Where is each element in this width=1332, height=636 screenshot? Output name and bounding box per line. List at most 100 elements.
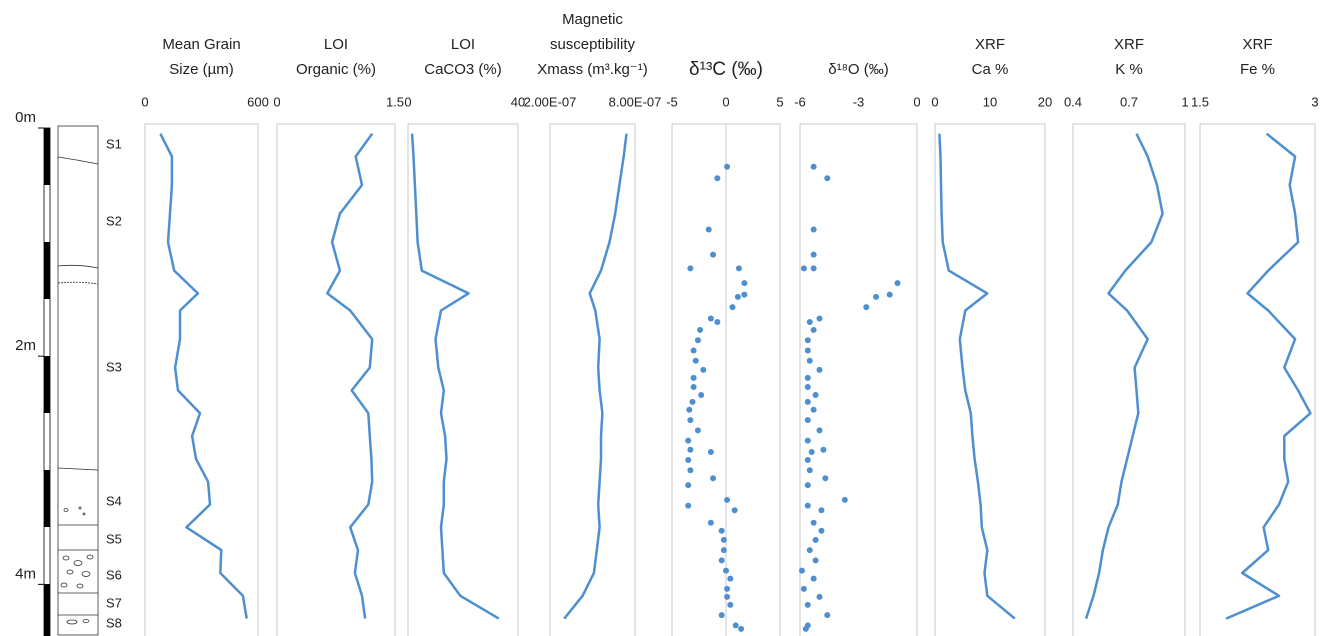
panel-title: Organic (%) — [296, 61, 376, 78]
profile-line — [159, 133, 248, 619]
panel-frame — [799, 123, 918, 636]
sample-point — [816, 315, 823, 322]
sample-point — [714, 318, 721, 325]
x-tick-label: -6 — [794, 94, 806, 109]
sample-point — [685, 437, 692, 444]
panel-title: Fe % — [1240, 61, 1275, 78]
panel-title: K % — [1115, 61, 1143, 78]
panel-frame — [407, 123, 519, 636]
sample-point — [710, 251, 717, 258]
sample-point — [820, 446, 827, 453]
panel-frame — [276, 123, 396, 636]
panel: LOI Organic (%) 0 1.5 — [273, 36, 404, 636]
sample-point — [816, 366, 823, 373]
sample-point — [741, 291, 748, 298]
panel: LOI CaCO3 (%) 0 40 — [404, 36, 525, 636]
sample-point — [690, 374, 697, 381]
x-tick-label: 3 — [1311, 94, 1318, 109]
x-tick-label: 600 — [247, 94, 269, 109]
sample-point — [724, 593, 731, 600]
panel: δ¹⁸O (‰) -6 -3 0 — [794, 61, 921, 636]
sample-point — [873, 293, 880, 300]
unit-label: S6 — [106, 567, 122, 582]
unit-label: S4 — [106, 493, 122, 508]
sample-point — [800, 585, 807, 592]
profile-line — [938, 133, 1016, 620]
panel: Mean Grain Size (µm) 0 600 — [141, 36, 269, 636]
sample-point — [724, 163, 731, 170]
sample-point — [714, 175, 721, 182]
sample-point — [886, 291, 893, 298]
panel-frame — [144, 123, 259, 636]
sample-point — [732, 622, 739, 629]
profile-line — [563, 133, 628, 620]
sample-point — [804, 502, 811, 509]
panel-title: XRF — [1114, 36, 1144, 53]
panel-title: Ca % — [972, 61, 1009, 78]
sample-point — [735, 265, 742, 272]
x-tick-label: 20 — [1038, 94, 1052, 109]
sample-point — [700, 366, 707, 373]
profile-line — [1225, 132, 1312, 620]
sample-point — [812, 557, 819, 564]
sample-point — [824, 612, 831, 619]
unit-label: S7 — [106, 595, 122, 610]
sample-point — [685, 457, 692, 464]
depth-tick-label: 0m — [15, 109, 36, 126]
sample-point — [841, 496, 848, 503]
sample-point — [731, 507, 738, 514]
sample-point — [741, 280, 748, 287]
sample-point — [804, 482, 811, 489]
sample-point — [816, 593, 823, 600]
sample-point — [707, 449, 714, 456]
sample-point — [810, 519, 817, 526]
sample-point — [804, 337, 811, 344]
sample-point — [806, 467, 813, 474]
panel-frame — [1199, 123, 1316, 636]
sample-point — [692, 357, 699, 364]
panel-title: susceptibility — [550, 36, 636, 53]
sample-point — [804, 457, 811, 464]
sample-point — [720, 547, 727, 554]
panel-title: Size (µm) — [169, 61, 233, 78]
sample-point — [806, 547, 813, 554]
x-tick-label: 5 — [776, 94, 783, 109]
sample-point — [810, 163, 817, 170]
x-tick-label: 1.5 — [1191, 94, 1209, 109]
sample-point — [723, 567, 729, 574]
sample-point — [718, 612, 725, 619]
sample-point — [690, 347, 697, 354]
sample-point — [727, 575, 734, 582]
sample-point — [810, 326, 817, 333]
sample-point — [687, 446, 694, 453]
sample-point — [687, 265, 694, 272]
x-tick-label: 0 — [273, 94, 280, 109]
sample-point — [687, 467, 694, 474]
sample-point — [694, 337, 701, 344]
panel-title: LOI — [324, 36, 348, 53]
sample-point — [707, 315, 714, 322]
sample-point — [800, 265, 807, 272]
sample-point — [818, 507, 825, 514]
sample-point — [804, 437, 811, 444]
sample-point — [694, 427, 701, 434]
sample-point — [822, 475, 829, 482]
panel-title: Magnetic — [562, 11, 623, 28]
sample-point — [738, 625, 745, 632]
scale-bar — [43, 127, 51, 636]
sample-point — [863, 304, 870, 311]
sample-point — [687, 417, 694, 424]
sample-point — [810, 251, 817, 258]
x-tick-label: 2.00E-07 — [524, 94, 577, 109]
sample-point — [718, 557, 725, 564]
sample-point — [729, 304, 736, 311]
x-tick-label: 1 — [1181, 94, 1188, 109]
x-tick-label: -5 — [666, 94, 678, 109]
panel-title: Xmass (m³.kg⁻¹) — [537, 61, 647, 78]
x-tick-label: 0 — [404, 94, 411, 109]
x-tick-label: 0 — [722, 94, 729, 109]
sample-point — [810, 406, 817, 413]
sample-point — [810, 226, 817, 233]
sample-point — [894, 280, 901, 287]
unit-label: S2 — [106, 213, 122, 228]
